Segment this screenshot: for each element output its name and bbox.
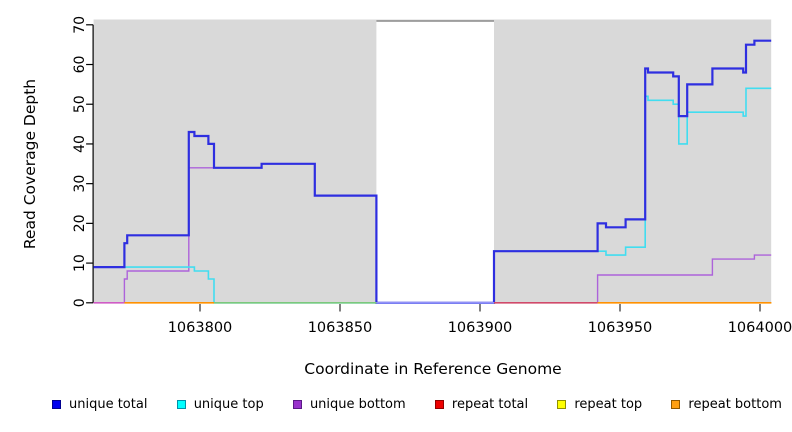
legend-label: repeat top [574,397,643,412]
y-tick-label: 70 [72,16,88,34]
masked-region [376,21,494,304]
y-tick-label: 50 [72,95,88,113]
x-tick-label: 1063800 [168,320,233,336]
y-axis-title: Read Coverage Depth [21,78,39,250]
y-tick-label: 10 [72,254,88,272]
legend-item-unique-bottom: unique bottom [292,397,406,412]
legend-item-unique-top: unique top [176,397,264,412]
legend-label: unique total [69,397,148,412]
x-tick-label: 1063850 [308,320,373,336]
y-tick-label: 0 [72,298,88,307]
legend: unique total unique top unique bottom repea… [52,397,782,412]
x-tick-label: 1063900 [448,320,513,336]
unique-bottom-swatch-icon [292,400,302,409]
y-tick-label: 30 [72,175,88,193]
unique-top-swatch-icon [176,400,186,409]
repeat-top-swatch-icon [557,400,567,409]
legend-item-unique-total: unique total [52,397,147,412]
coverage-plot: 0 10 20 30 40 50 60 70 1063800 1063850 1063900 1063… [72,16,792,336]
x-axis-title: Coordinate in Reference Genome [304,360,562,378]
legend-label: unique top [193,397,264,412]
unique-total-swatch-icon [52,400,61,409]
x-tick-label: 1064000 [728,320,792,336]
repeat-total-swatch-icon [434,400,444,409]
x-tick-label: 1063950 [588,320,653,336]
legend-item-repeat-bottom: repeat bottom [671,397,782,412]
legend-label: repeat bottom [688,397,782,412]
y-tick-label: 20 [72,214,88,232]
series-unique-total [93,39,772,304]
legend-label: unique bottom [309,397,406,412]
repeat-bottom-swatch-icon [671,400,681,409]
y-tick-label: 60 [72,56,88,74]
legend-item-repeat-total: repeat total [434,397,529,412]
legend-label: repeat total [451,397,529,412]
y-tick-label: 40 [72,135,88,153]
legend-item-repeat-top: repeat top [557,397,642,412]
